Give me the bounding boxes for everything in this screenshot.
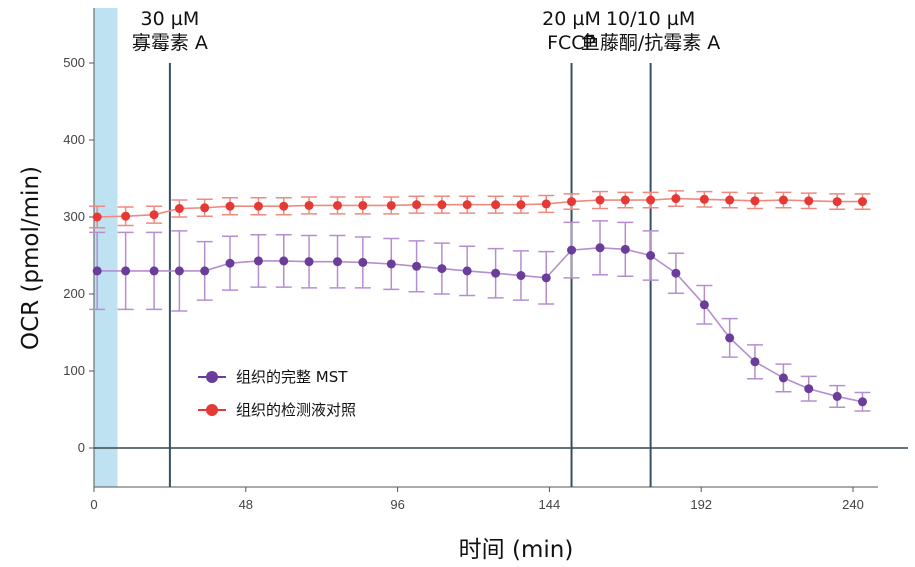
data-point bbox=[620, 195, 630, 205]
data-point bbox=[699, 194, 709, 204]
data-point bbox=[778, 373, 788, 383]
data-point bbox=[333, 257, 343, 267]
data-point bbox=[646, 251, 656, 260]
data-point bbox=[253, 256, 263, 266]
y-tick-label: 200 bbox=[63, 286, 85, 301]
data-point bbox=[804, 196, 814, 206]
data-point bbox=[304, 200, 314, 210]
data-point bbox=[412, 200, 422, 210]
y-tick-label: 0 bbox=[78, 440, 85, 455]
injection-label-3-1: 10/10 µM bbox=[606, 8, 695, 30]
data-point bbox=[386, 259, 396, 269]
data-point bbox=[333, 200, 343, 210]
data-point bbox=[516, 271, 526, 281]
data-point bbox=[750, 196, 760, 206]
legend-swatch-marker-control bbox=[206, 404, 218, 416]
data-point bbox=[595, 243, 605, 253]
data-point bbox=[149, 266, 159, 276]
data-point bbox=[671, 194, 681, 204]
chart-series bbox=[89, 190, 871, 412]
data-point bbox=[121, 211, 131, 221]
data-point bbox=[437, 200, 447, 210]
data-point bbox=[699, 300, 709, 310]
data-point bbox=[149, 210, 159, 220]
injection-shaded-band bbox=[94, 8, 118, 487]
data-point bbox=[462, 200, 472, 210]
y-tick-label: 100 bbox=[63, 363, 85, 378]
x-tick-label: 240 bbox=[842, 497, 864, 512]
x-tick-label: 96 bbox=[390, 497, 404, 512]
legend-label-intact: 组织的完整 MST bbox=[236, 368, 348, 386]
injection-label-2-2: FCCP bbox=[547, 32, 596, 54]
data-point bbox=[412, 261, 422, 271]
data-point bbox=[358, 257, 368, 267]
data-point bbox=[778, 195, 788, 205]
data-point bbox=[92, 266, 102, 276]
injection-label-3-2: 鱼藤酮/抗霉素 A bbox=[581, 32, 720, 54]
data-point bbox=[279, 201, 289, 211]
x-tick-label: 144 bbox=[539, 497, 561, 512]
y-tick-label: 300 bbox=[63, 209, 85, 224]
data-point bbox=[671, 268, 681, 278]
injection-label-2-1: 20 µM bbox=[542, 8, 601, 30]
data-point bbox=[225, 258, 235, 268]
x-tick-label: 192 bbox=[690, 497, 712, 512]
data-point bbox=[857, 397, 867, 407]
x-tick-label: 48 bbox=[239, 497, 253, 512]
chart-axes bbox=[93, 8, 908, 488]
data-point bbox=[595, 195, 605, 205]
x-tick-label: 0 bbox=[90, 497, 97, 512]
injection-label-1-1: 30 µM bbox=[141, 8, 200, 30]
data-point bbox=[358, 200, 368, 210]
y-tick-label: 400 bbox=[63, 132, 85, 147]
chart-shaded-region bbox=[94, 8, 118, 487]
data-point bbox=[491, 268, 501, 278]
data-point bbox=[437, 264, 447, 274]
data-point bbox=[462, 266, 472, 276]
y-axis-title: OCR (pmol/min) bbox=[18, 166, 44, 350]
injection-label-1-2: 寡霉素 A bbox=[132, 32, 208, 54]
chart-legend: 组织的完整 MST 组织的检测液对照 bbox=[198, 368, 356, 419]
data-point bbox=[121, 266, 131, 276]
data-point bbox=[174, 266, 184, 276]
series-line bbox=[97, 197, 863, 218]
legend-swatch-marker-intact bbox=[206, 371, 218, 383]
data-point bbox=[541, 273, 551, 283]
data-point bbox=[491, 200, 501, 210]
data-point bbox=[567, 245, 577, 255]
data-point bbox=[516, 200, 526, 210]
chart-ticks: 0 100 200 300 400 500 0 48 96 144 192 240 bbox=[63, 55, 864, 512]
data-point bbox=[174, 204, 184, 214]
series-assay-medium-control bbox=[89, 190, 871, 229]
data-point bbox=[750, 357, 760, 367]
data-point bbox=[620, 244, 630, 254]
data-point bbox=[304, 257, 314, 267]
data-point bbox=[253, 201, 263, 211]
data-point bbox=[832, 391, 842, 401]
data-point bbox=[725, 195, 735, 205]
data-point bbox=[646, 195, 656, 205]
data-point bbox=[725, 333, 735, 343]
legend-label-control: 组织的检测液对照 bbox=[236, 401, 356, 419]
data-point bbox=[92, 212, 102, 222]
data-point bbox=[225, 201, 235, 211]
data-point bbox=[541, 199, 551, 209]
data-point bbox=[832, 197, 842, 207]
data-point bbox=[567, 197, 577, 207]
y-tick-label: 500 bbox=[63, 55, 85, 70]
data-point bbox=[279, 256, 289, 266]
data-point bbox=[386, 200, 396, 210]
series-intact-mst bbox=[89, 220, 871, 412]
data-point bbox=[804, 384, 814, 394]
data-point bbox=[200, 203, 210, 213]
data-point bbox=[857, 197, 867, 207]
data-point bbox=[200, 266, 210, 276]
x-axis-title: 时间 (min) bbox=[459, 537, 574, 563]
